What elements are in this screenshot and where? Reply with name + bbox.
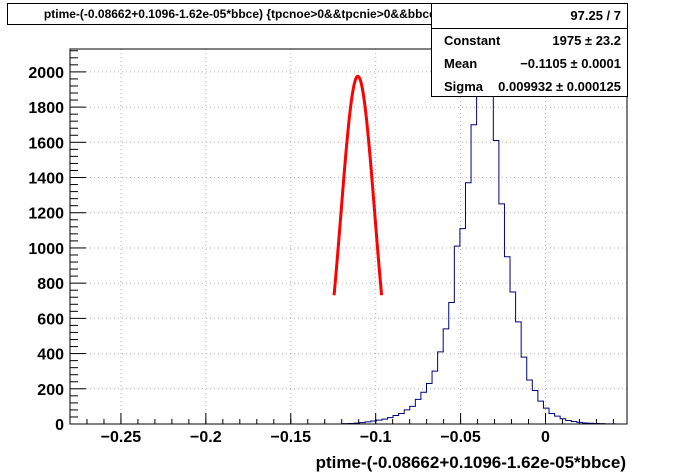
stats-value: 0.009932 ± 0.000125 bbox=[498, 79, 621, 94]
axes: −0.25 −0.2 −0.15 −0.1 −0.05 0 0 200 400 600 800 100… bbox=[28, 50, 614, 446]
y-tick-label: 1400 bbox=[28, 171, 64, 188]
y-tick-label: 200 bbox=[37, 382, 64, 399]
y-tick-label: 1000 bbox=[28, 241, 64, 258]
chi2-ndf: 97.25 / 7 bbox=[432, 4, 627, 29]
x-tick-label: −0.2 bbox=[190, 429, 222, 446]
x-axis-label: ptime-(-0.08662+0.1096-1.62e-05*bbce) bbox=[316, 453, 626, 472]
y-tick-label: 2000 bbox=[28, 65, 64, 82]
stats-box: 97.25 / 7 Constant 1975 ± 23.2 Mean −0.1… bbox=[431, 3, 628, 97]
stats-value: −0.1105 ± 0.0001 bbox=[520, 56, 621, 71]
gaussian-fit bbox=[332, 74, 384, 296]
y-tick-label: 1800 bbox=[28, 100, 64, 117]
x-tick-label: −0.15 bbox=[271, 429, 312, 446]
x-tick-label: 0 bbox=[541, 429, 550, 446]
plot-frame bbox=[69, 48, 628, 425]
stats-label: Constant bbox=[444, 33, 501, 48]
x-tick-label: −0.25 bbox=[101, 429, 142, 446]
stats-value: 1975 ± 23.2 bbox=[552, 33, 621, 48]
x-tick-label: −0.05 bbox=[440, 429, 481, 446]
stats-row-constant: Constant 1975 ± 23.2 bbox=[432, 29, 627, 52]
y-tick-label: 1600 bbox=[28, 135, 64, 152]
stats-label: Sigma bbox=[444, 79, 484, 94]
y-tick-label: 600 bbox=[37, 311, 64, 328]
y-tick-label: 800 bbox=[37, 276, 64, 293]
x-tick-label: −0.1 bbox=[360, 429, 392, 446]
histogram-title: ptime-(-0.08662+0.1096-1.62e-05*bbce) {t… bbox=[7, 3, 491, 25]
y-tick-label: 1200 bbox=[28, 206, 64, 223]
stats-row-mean: Mean −0.1105 ± 0.0001 bbox=[432, 52, 627, 75]
grid-lines bbox=[70, 49, 627, 424]
stats-row-sigma: Sigma 0.009932 ± 0.000125 bbox=[432, 75, 627, 98]
y-tick-label: 400 bbox=[37, 347, 64, 364]
fit-curve bbox=[332, 74, 384, 296]
stats-label: Mean bbox=[444, 56, 478, 71]
y-tick-label: 0 bbox=[55, 417, 64, 434]
